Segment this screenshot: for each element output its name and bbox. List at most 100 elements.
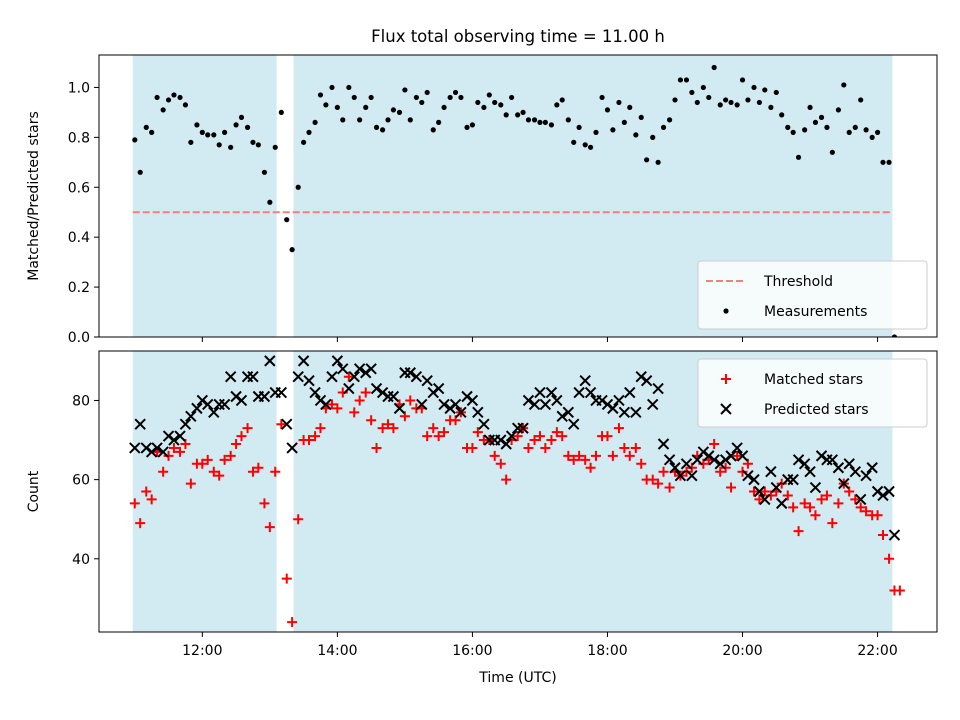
predicted-point	[742, 469, 754, 482]
matched-point	[259, 498, 270, 509]
measurement-point	[329, 84, 335, 91]
measurement-point	[424, 89, 430, 96]
predicted-point	[866, 462, 878, 474]
measurement-point	[436, 119, 442, 125]
measurement-point	[723, 97, 729, 103]
measurement-point	[768, 104, 774, 111]
measurement-point	[525, 117, 532, 123]
matched-point	[602, 431, 613, 442]
matched-point	[720, 462, 731, 473]
predicted-point	[129, 442, 141, 454]
measurement-point	[272, 144, 278, 150]
matched-point	[281, 573, 292, 584]
measurement-point	[357, 117, 363, 123]
predicted-point	[461, 390, 473, 403]
measurement-point	[492, 99, 498, 106]
legend-box	[697, 358, 928, 428]
predicted-point	[168, 434, 180, 446]
predicted-point	[753, 485, 766, 498]
predicted-point	[472, 406, 484, 419]
matched-point	[793, 526, 804, 537]
measurement-point	[795, 154, 802, 160]
predicted-point	[798, 458, 811, 470]
measurement-point	[323, 102, 329, 108]
matched-point	[354, 395, 365, 406]
measurement-point	[537, 119, 543, 125]
y-tick-label: 0.2	[68, 280, 90, 296]
matched-point	[219, 454, 230, 465]
matched-point	[551, 427, 562, 438]
predicted-point	[647, 398, 659, 411]
measurement-point	[149, 129, 155, 135]
observing-span	[132, 55, 277, 337]
measurement-point	[396, 109, 403, 115]
predicted-point	[613, 394, 625, 407]
predicted-point	[545, 386, 558, 399]
measurement-point	[812, 119, 819, 125]
measurement-point	[610, 127, 616, 133]
matched-point	[855, 502, 866, 513]
predicted-point	[286, 442, 298, 454]
predicted-point	[883, 485, 895, 498]
predicted-point	[792, 454, 805, 466]
matched-point	[287, 617, 298, 628]
matched-point	[523, 442, 534, 453]
matched-point	[495, 458, 506, 469]
measurement-point	[554, 102, 560, 108]
legend-box	[697, 260, 928, 330]
measurement-point	[402, 87, 408, 93]
measurement-point	[154, 94, 160, 101]
measurement-point	[452, 89, 459, 96]
measurement-point	[177, 94, 183, 101]
predicted-point	[657, 438, 670, 450]
matched-point	[529, 435, 540, 446]
matched-point	[613, 423, 624, 434]
measurement-point	[419, 99, 425, 106]
matched-point	[158, 466, 169, 477]
measurement-point	[301, 139, 307, 145]
measurement-point	[351, 94, 357, 101]
matched-point	[293, 514, 304, 525]
measurement-point	[407, 117, 413, 123]
measurement-point	[188, 139, 194, 145]
measurement-point	[430, 127, 436, 133]
predicted-point	[337, 363, 349, 375]
count-ticks: 40 60 80 12:00 14:00 16:00 18:00 20:00 22:00	[72, 393, 898, 659]
measurement-point	[880, 159, 886, 165]
measurement-point	[599, 94, 605, 101]
measurement-point	[250, 139, 256, 145]
predicted-point	[568, 418, 580, 430]
measurement-point	[255, 142, 261, 148]
measurement-point	[233, 122, 239, 128]
matched-point	[636, 458, 647, 469]
matched-point	[534, 431, 545, 442]
predicted-point	[804, 466, 816, 478]
matched-point	[619, 442, 630, 453]
predicted-point	[708, 454, 720, 466]
matched-point	[894, 585, 905, 596]
measurement-point	[228, 144, 234, 150]
predicted-point	[297, 355, 310, 367]
matched-point	[782, 490, 793, 501]
matched-point	[647, 474, 658, 485]
predicted-point	[162, 430, 175, 442]
predicted-point	[562, 406, 575, 419]
count-legend: Matched stars Predicted stars	[697, 358, 928, 428]
matched-point	[315, 423, 326, 434]
predicted-point	[697, 446, 710, 458]
matched-point	[428, 423, 439, 434]
x-tick-label: 14:00	[317, 643, 357, 659]
measurement-point	[891, 334, 898, 337]
count-xlabel: Time (UTC)	[478, 670, 556, 686]
measurement-point	[486, 92, 492, 98]
ratio-panel: 0.0 0.2 0.4 0.6 0.8 1.0 Matched/Predicted sta…	[26, 54, 938, 346]
matched-point	[557, 431, 568, 442]
predicted-point	[292, 371, 304, 383]
matched-point	[135, 518, 146, 529]
measurement-point	[284, 217, 290, 223]
predicted-point	[314, 394, 327, 407]
predicted-point	[387, 390, 400, 403]
predicted-point	[500, 438, 512, 450]
measurement-point	[672, 97, 678, 103]
measurement-point	[469, 122, 476, 128]
